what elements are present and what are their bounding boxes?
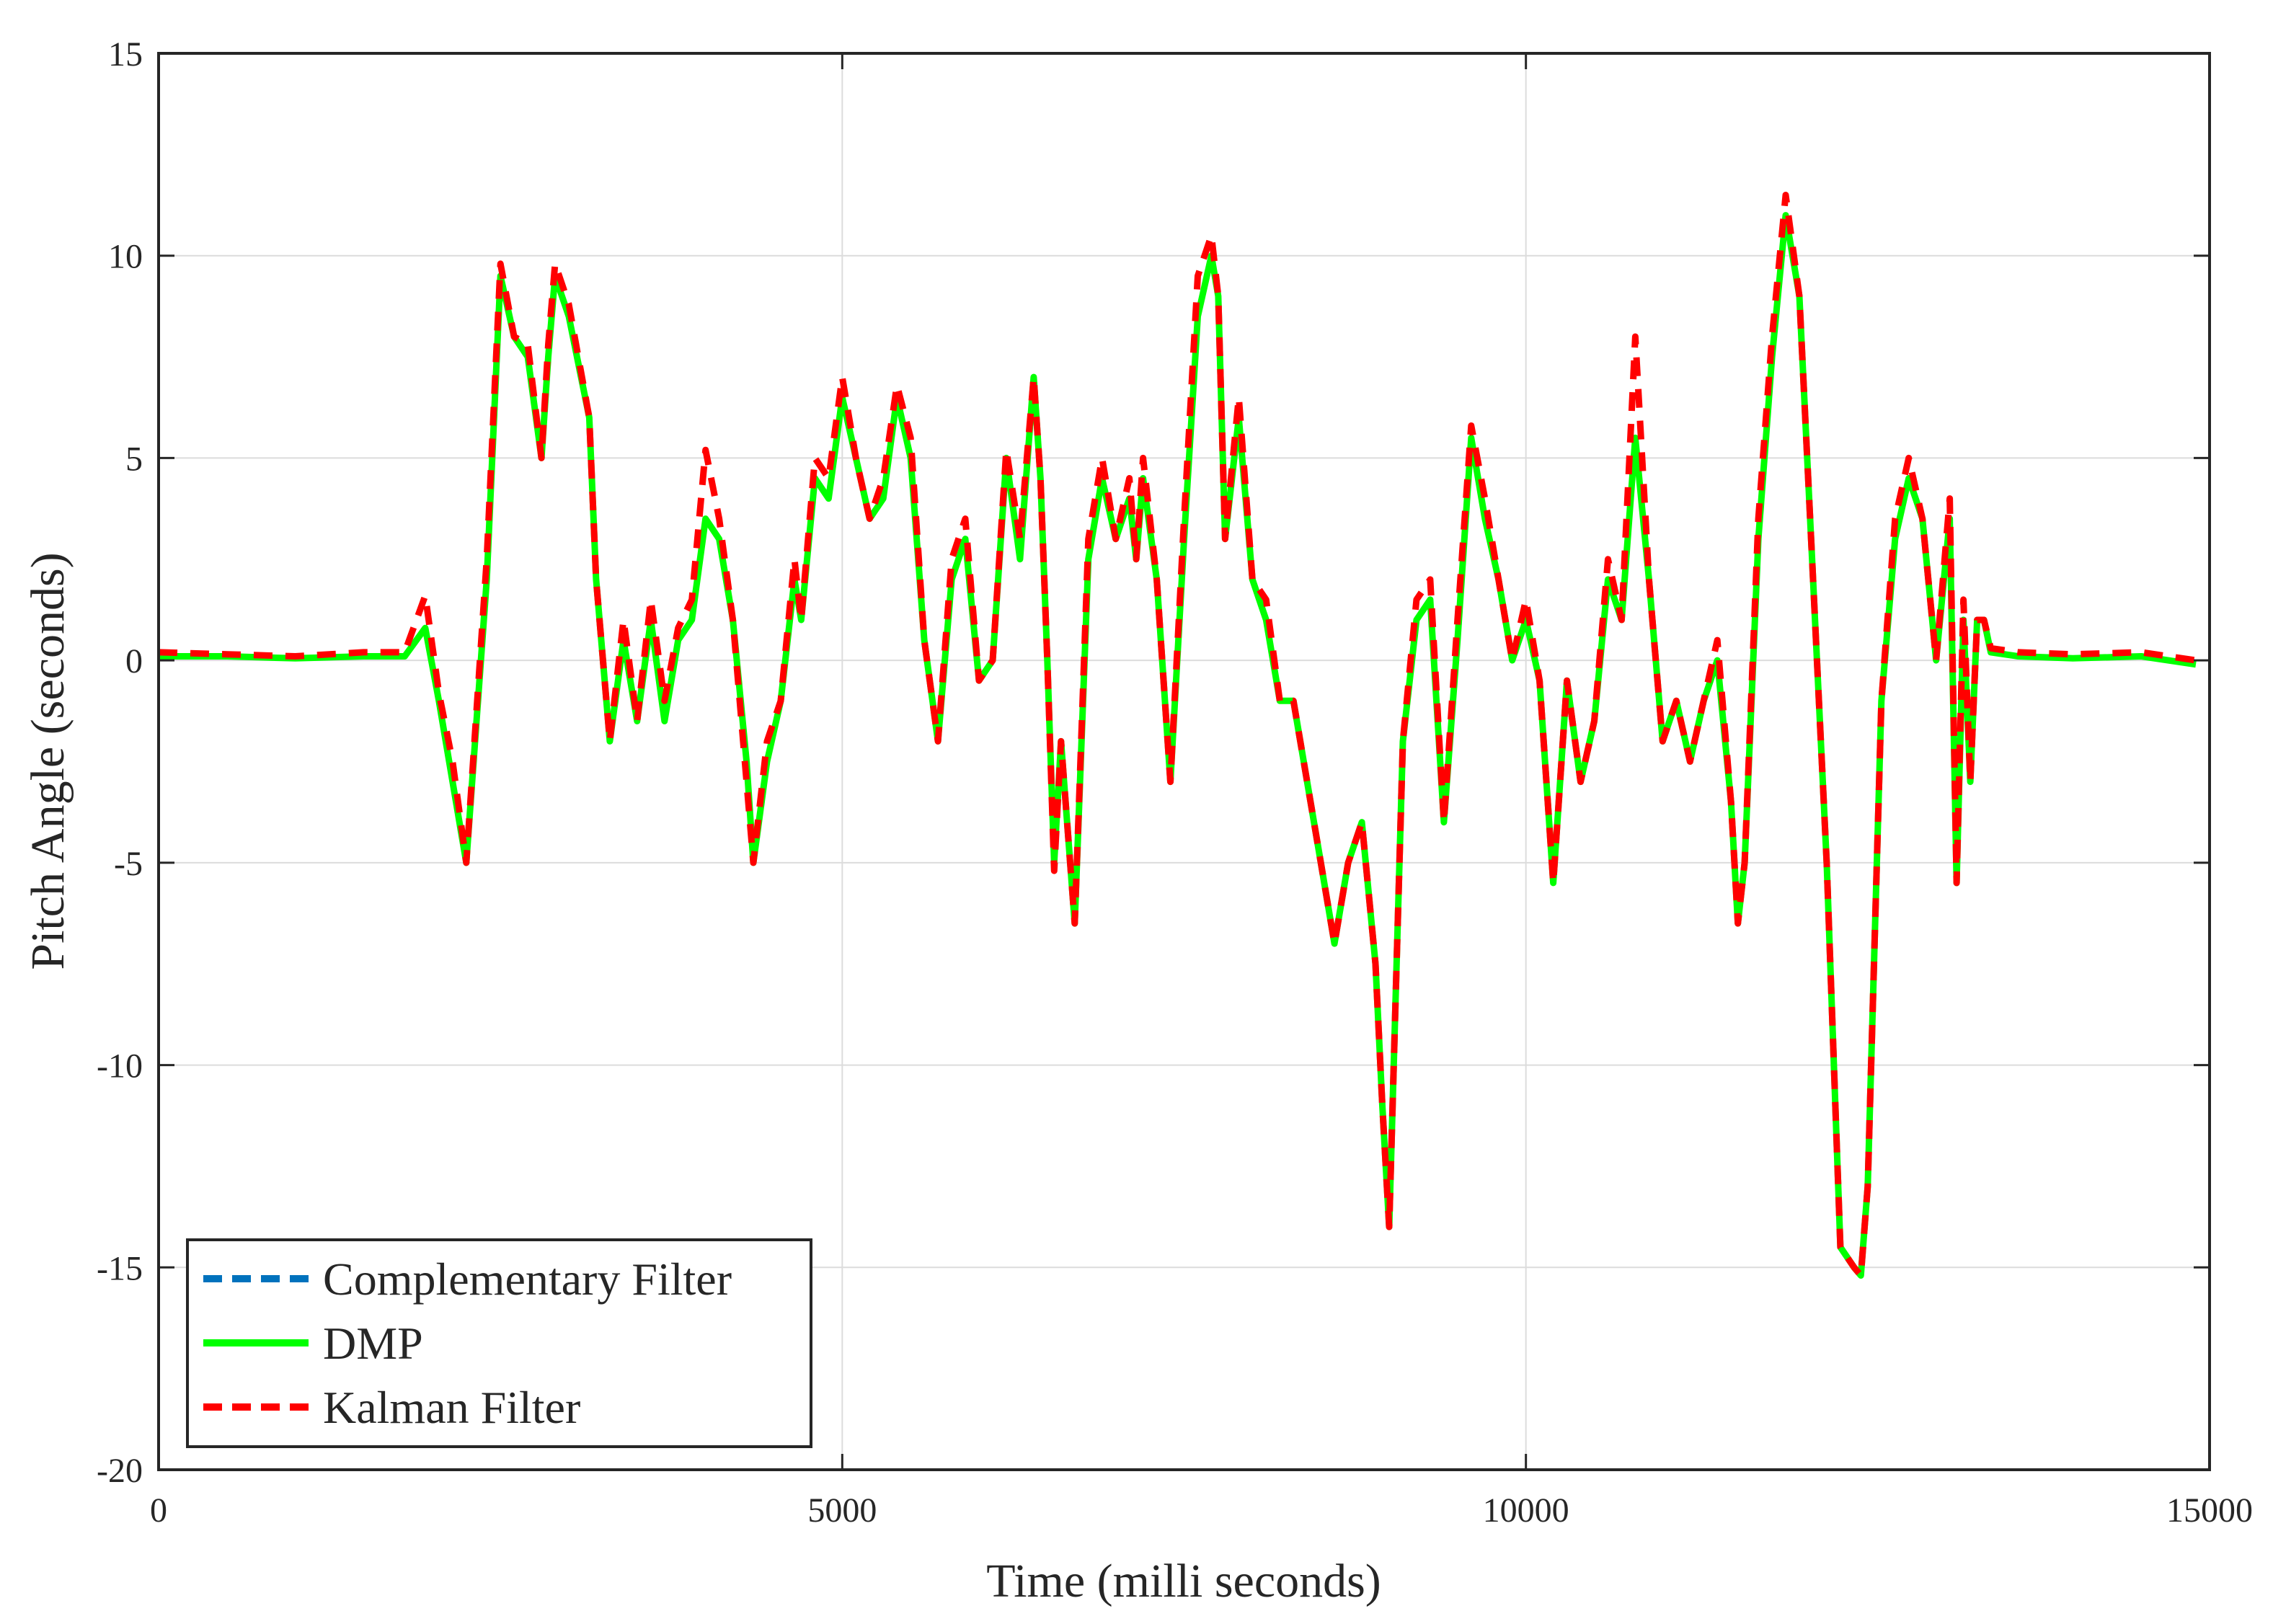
y-tick-label: -15 bbox=[97, 1249, 143, 1287]
legend: Complementary Filter DMP Kalman Filter bbox=[186, 1238, 812, 1448]
y-tick-label: 0 bbox=[125, 642, 143, 680]
axis-ticks: 0 5000 10000 15000 -20 -15 -10 -5 0 5 10 15 bbox=[97, 35, 2253, 1530]
x-tick-label: 5000 bbox=[807, 1491, 877, 1530]
y-tick-label: 10 bbox=[108, 238, 143, 276]
y-tick-label: -10 bbox=[97, 1047, 143, 1086]
plot-frame bbox=[157, 52, 2211, 1471]
series-line-kalman-filter bbox=[158, 192, 2197, 1279]
y-axis-label: Pitch Angle (seconds) bbox=[22, 552, 74, 969]
y-tick-label: 5 bbox=[125, 440, 143, 478]
y-tick-label: -5 bbox=[114, 845, 143, 883]
y-tick-label: 15 bbox=[108, 35, 143, 74]
x-axis-label: Time (milli seconds) bbox=[986, 1555, 1381, 1607]
legend-label: Complementary Filter bbox=[323, 1254, 732, 1305]
grid-lines bbox=[159, 53, 2210, 1470]
series-layer bbox=[158, 192, 2197, 1279]
y-tick-label: -20 bbox=[97, 1452, 143, 1490]
x-tick-label: 0 bbox=[150, 1491, 167, 1530]
x-tick-label: 15000 bbox=[2166, 1491, 2253, 1530]
x-tick-label: 10000 bbox=[1483, 1491, 1569, 1530]
legend-label: DMP bbox=[323, 1318, 423, 1369]
legend-label: Kalman Filter bbox=[323, 1382, 580, 1433]
series-line-dmp bbox=[159, 212, 2197, 1279]
